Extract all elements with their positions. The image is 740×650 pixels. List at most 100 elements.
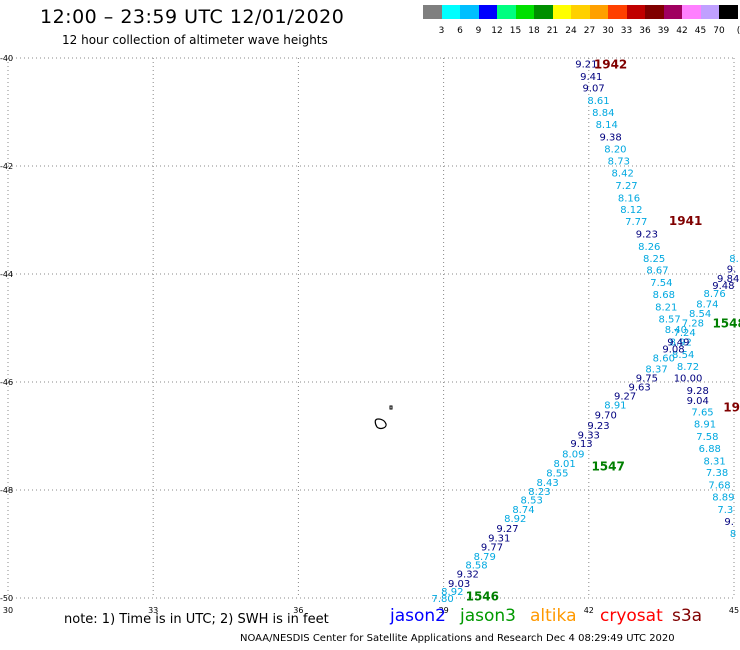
swh-value: 9.04	[687, 396, 709, 407]
swh-value: 8.20	[604, 145, 626, 156]
colorbar-swatch	[497, 5, 516, 19]
swh-value: 8.79	[474, 552, 496, 563]
colorbar-swatch	[626, 5, 645, 19]
swh-value: 9.23	[636, 230, 658, 241]
colorbar-swatch	[589, 5, 608, 19]
pass-time-label: 1942	[594, 57, 627, 71]
swh-value: 7.77	[625, 217, 647, 228]
swh-value: 8.21	[655, 302, 677, 313]
colorbar-swatch	[645, 5, 664, 19]
colorbar-swatch	[663, 5, 682, 19]
y-tick-label: -44	[0, 270, 13, 279]
colorbar-swatch	[534, 5, 553, 19]
swh-value: 8.42	[612, 168, 634, 179]
swh-value: 8.01	[553, 459, 575, 470]
swh-value: 9.33	[578, 430, 600, 441]
y-tick-label: -46	[0, 378, 13, 387]
satellite-s3a: s3a	[672, 606, 703, 626]
colorbar-swatch	[682, 5, 701, 19]
y-tick-label: -48	[0, 486, 13, 495]
swh-value: 9.	[724, 517, 734, 528]
satellite-jason3: jason3	[460, 606, 516, 626]
swh-value: 8.74	[512, 505, 534, 516]
swh-value: 8.	[729, 254, 739, 265]
swh-value: 9.32	[457, 570, 479, 581]
swh-value: 9.08	[662, 345, 684, 356]
pass-time-label: 1941	[669, 214, 702, 228]
swh-value: 9.48	[712, 281, 734, 292]
swh-value: 7.27	[615, 181, 637, 192]
swh-value: 9.03	[448, 579, 470, 590]
x-tick-label: 30	[3, 606, 13, 615]
swh-value: 7.54	[650, 278, 672, 289]
swh-value: 8.23	[528, 487, 550, 498]
swh-value: 8.89	[712, 492, 734, 503]
colorbar-label: 12	[491, 26, 503, 36]
pass-time-label: 1546	[466, 589, 499, 603]
axis-tick-labels: 30 33 36 39 42 45 -40 -42 -44 -46 -48 -50	[0, 54, 739, 615]
swh-value: 8.09	[562, 449, 584, 460]
island-shape	[374, 418, 387, 430]
swh-value: 9.27	[614, 392, 636, 403]
colorbar-swatch	[719, 5, 738, 19]
swh-value: 8.40	[665, 325, 687, 336]
swh-value: 8.53	[521, 496, 543, 507]
swh-value: 8.55	[546, 469, 568, 480]
swh-value: 8.67	[646, 266, 668, 277]
swh-value: 8.58	[465, 561, 487, 572]
swh-value: 9.	[727, 265, 737, 276]
swh-value: 8	[730, 529, 736, 540]
colorbar-swatch	[441, 5, 460, 19]
colorbar-label: 15	[509, 26, 522, 36]
swh-value: 8.61	[587, 96, 609, 107]
grid-lines	[7, 57, 735, 599]
footer-note: note: 1) Time is in UTC; 2) SWH is in fe…	[64, 612, 329, 627]
swh-value: 9.70	[595, 410, 617, 421]
page-title: 12:00 – 23:59 UTC 12/01/2020	[40, 6, 345, 28]
swh-value: 9.38	[599, 132, 621, 143]
x-tick-label: 33	[148, 606, 158, 615]
swh-value: 8.26	[638, 242, 660, 253]
colorbar-label: 33	[620, 26, 633, 36]
y-tick-label: -50	[0, 594, 13, 603]
colorbar-label: (ft)	[736, 26, 740, 36]
colorbar-swatch	[608, 5, 627, 19]
swh-value: 8.14	[596, 120, 618, 131]
colorbar-label: 3	[438, 26, 445, 36]
colorbar-label: 30	[602, 26, 614, 36]
pass-time-label: 19	[723, 400, 740, 414]
swh-value: 8.31	[704, 456, 726, 467]
swh-value: 8.92	[504, 514, 526, 525]
colorbar-swatch	[423, 5, 442, 19]
credit-line: NOAA/NESDIS Center for Satellite Applica…	[240, 633, 675, 644]
colorbar-swatch	[478, 5, 497, 19]
colorbar-swatch	[515, 5, 534, 19]
page-subtitle: 12 hour collection of altimeter wave hei…	[62, 33, 328, 47]
colorbar-label: 42	[676, 26, 688, 36]
pass-time-labels: 1942 1941 1548 1547 1546 19	[466, 57, 740, 603]
swh-value: 8.91	[694, 420, 716, 431]
swh-value: 8.92	[441, 587, 463, 598]
swh-value: 9.27	[496, 524, 518, 535]
swh-value: 8.92	[670, 338, 692, 349]
colorbar-label: 39	[657, 26, 670, 36]
swh-value: 9.84	[717, 274, 739, 285]
swh-value: 8.72	[677, 362, 699, 373]
swh-value: 8.60	[653, 354, 675, 365]
swh-value: 9.21	[575, 59, 597, 70]
swh-value: 7.3	[717, 505, 733, 516]
colorbar-swatch	[460, 5, 479, 19]
swh-value: 8.25	[643, 254, 665, 265]
colorbar-swatch	[552, 5, 571, 19]
swh-value: 7.68	[708, 481, 730, 492]
pass-time-label: 1548	[712, 317, 740, 331]
pass-time-label: 1547	[591, 460, 624, 474]
swh-value: 8.54	[672, 350, 694, 361]
island-outlines	[374, 405, 393, 430]
swh-value: 8.91	[604, 401, 626, 412]
swh-value: 9.28	[687, 386, 709, 397]
swh-value: 8.57	[658, 314, 680, 325]
colorbar-label: 9	[475, 26, 482, 36]
swh-value: 8.43	[537, 478, 559, 489]
